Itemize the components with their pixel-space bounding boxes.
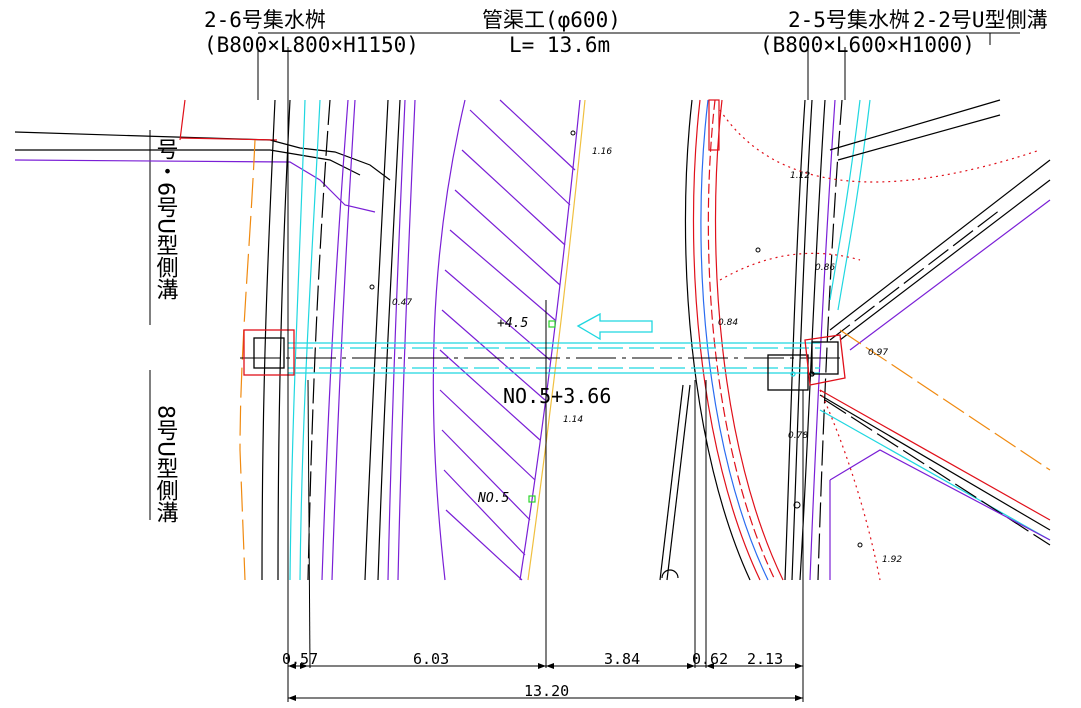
station-marker-45 <box>548 320 556 328</box>
elev-116: 1.16 <box>592 147 612 157</box>
elev-047: 0.47 <box>392 298 412 308</box>
pipe-length: L= 13.6m <box>509 33 610 57</box>
u-ditch-title: 2-2号U型側溝 <box>913 8 1048 32</box>
dim-total: 13.20 <box>524 682 569 700</box>
left-basin-dims: (B800×L800×H1150) <box>204 33 419 57</box>
elev-086: 0.86 <box>815 263 835 273</box>
elev-097: 0.97 <box>868 348 888 358</box>
lower-ditch-label: 8号U型側溝 <box>153 405 179 523</box>
station-marker-no5 <box>528 495 536 503</box>
right-basin-title: 2-5号集水桝 <box>788 8 910 32</box>
left-catch-basin <box>243 329 295 376</box>
dimension-lines <box>287 100 804 702</box>
right-basin-dims: (B800×L600×H1000) <box>760 33 975 57</box>
left-basin-title: 2-6号集水桝 <box>204 8 326 32</box>
pipe-title: 管渠工(φ600) <box>482 8 621 32</box>
pipe-culvert <box>240 342 840 374</box>
upper-ditch-label: 号・6号U型側溝 <box>153 138 179 300</box>
station-no5-label: NO.5 <box>477 491 509 506</box>
header-leaders <box>257 32 1020 100</box>
median-island <box>432 99 586 581</box>
dim-384: 3.84 <box>604 650 640 668</box>
dim-062: 0.62 <box>692 650 728 668</box>
elev-084: 0.84 <box>718 318 738 328</box>
station-main-label: NO.5+3.66 <box>503 384 611 408</box>
right-road-lines <box>659 99 1051 581</box>
dim-603: 6.03 <box>413 650 449 668</box>
dim-213: 2.13 <box>747 650 783 668</box>
elev-112: 1.12 <box>790 171 810 181</box>
elev-192: 1.92 <box>882 555 902 565</box>
elev-078: 0.78 <box>788 431 808 441</box>
station-offset-label: +4.5 <box>497 316 528 331</box>
flow-arrow <box>576 312 653 341</box>
dimension-arrows <box>288 663 803 701</box>
left-road-lines <box>14 99 416 581</box>
survey-points <box>369 130 863 548</box>
elev-114: 1.14 <box>563 415 583 425</box>
right-catch-basin <box>767 334 846 391</box>
dim-057: 0.57 <box>282 650 318 668</box>
